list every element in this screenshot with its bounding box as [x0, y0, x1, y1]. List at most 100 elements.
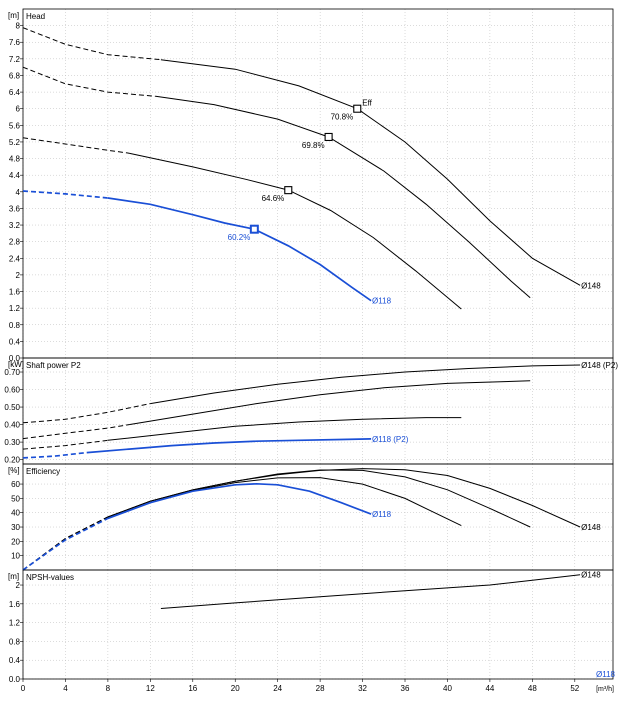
x-tick-label: 12	[146, 684, 155, 693]
x-axis-unit: [m³/h]	[596, 686, 614, 693]
curve-line	[160, 59, 581, 286]
curve-dashed	[22, 517, 109, 571]
y-tick-label: 0.60	[4, 386, 20, 395]
bep-label: 60.2%	[228, 233, 251, 242]
curve-dashed	[22, 190, 108, 199]
x-tick-label: 48	[528, 684, 537, 693]
curve-line	[107, 469, 531, 528]
y-tick-label: 6.4	[9, 88, 21, 97]
curve-dashed	[22, 424, 130, 440]
y-tick-label: 3.2	[9, 221, 21, 230]
curve-line	[107, 482, 372, 520]
y-tick-label: 1.6	[9, 600, 21, 609]
curve-dashed	[22, 137, 130, 154]
bep-marker	[284, 186, 293, 195]
y-tick-label: 2	[16, 581, 21, 590]
panel-unit: [%]	[8, 466, 20, 475]
x-tick-label: 20	[231, 684, 240, 693]
x-tick-label: 0	[21, 684, 26, 693]
y-tick-label: 2	[16, 271, 21, 280]
curve-label: Ø148	[581, 571, 601, 580]
y-tick-label: 4.4	[9, 171, 21, 180]
panel-unit: [m]	[8, 11, 19, 20]
panel-frame	[22, 8, 614, 359]
y-tick-label: 0.20	[4, 456, 20, 465]
y-tick-label: 30	[11, 523, 20, 532]
curve-line	[86, 438, 372, 454]
y-tick-label: 0.4	[9, 656, 21, 665]
curve-dashed	[22, 403, 151, 424]
panel-frame	[22, 569, 614, 680]
curve-label: Ø118	[372, 510, 392, 519]
y-tick-label: 6	[16, 105, 21, 114]
panel-title: Efficiency	[26, 467, 60, 476]
y-tick-label: 6.8	[9, 71, 21, 80]
curve-line	[107, 197, 372, 302]
y-tick-label: 0.70	[4, 368, 20, 377]
curve-dashed	[22, 451, 87, 459]
y-tick-label: 7.2	[9, 55, 21, 64]
curve-label: Ø118	[596, 670, 616, 679]
curve-label: Ø118 (P2)	[372, 435, 409, 444]
curve-line	[160, 574, 581, 609]
curve-label: Ø118	[372, 297, 392, 306]
curve-dashed	[22, 27, 161, 61]
y-tick-label: 7.6	[9, 38, 21, 47]
y-tick-label: 40	[11, 509, 20, 518]
y-tick-label: 0.30	[4, 438, 20, 447]
x-tick-label: 32	[358, 684, 367, 693]
bep-marker	[353, 104, 362, 113]
y-tick-label: 1.6	[9, 288, 21, 297]
y-tick-label: 4	[16, 188, 21, 197]
panel-title: Shaft power P2	[26, 361, 81, 370]
bep-marker	[324, 132, 333, 142]
y-tick-label: 4.8	[9, 155, 21, 164]
x-tick-label: 24	[273, 684, 282, 693]
y-tick-label: 0.0	[9, 354, 21, 363]
y-tick-label: 1.2	[9, 304, 21, 313]
panel-title: Head	[26, 12, 45, 21]
x-tick-label: 28	[316, 684, 325, 693]
y-tick-label: 0.8	[9, 321, 21, 330]
y-tick-label: 20	[11, 537, 20, 546]
y-tick-label: 10	[11, 552, 20, 561]
x-tick-label: 44	[485, 684, 494, 693]
y-tick-label: 0.0	[9, 675, 21, 684]
y-tick-label: 5.6	[9, 121, 21, 130]
x-tick-label: 16	[188, 684, 197, 693]
curve-line	[107, 417, 462, 441]
curve-dashed	[22, 66, 156, 97]
curve-label: Ø148	[581, 281, 601, 290]
curve-line	[129, 380, 531, 426]
y-tick-label: 0.4	[9, 337, 21, 346]
y-tick-label: 0.8	[9, 637, 21, 646]
annotation-label: Eff	[362, 99, 372, 108]
curve-line	[107, 468, 581, 528]
x-tick-label: 8	[106, 684, 111, 693]
y-tick-label: 50	[11, 494, 20, 503]
x-tick-label: 52	[570, 684, 579, 693]
curve-dashed	[22, 439, 108, 450]
panel-title: NPSH-values	[26, 573, 74, 582]
curve-line	[107, 477, 462, 527]
bep-label: 69.8%	[302, 141, 325, 150]
y-tick-label: 5.2	[9, 138, 21, 147]
bep-label: 70.8%	[331, 113, 354, 122]
y-tick-label: 3.6	[9, 204, 21, 213]
y-tick-label: 1.2	[9, 619, 21, 628]
y-tick-label: 8	[16, 22, 21, 31]
curve-label: Ø148 (P2)	[581, 361, 618, 370]
curve-line	[155, 95, 531, 299]
bep-label: 64.6%	[262, 194, 285, 203]
y-tick-label: 60	[11, 480, 20, 489]
x-tick-label: 36	[401, 684, 410, 693]
y-tick-label: 2.8	[9, 238, 21, 247]
y-tick-label: 0.50	[4, 403, 20, 412]
bep-marker	[249, 224, 259, 234]
x-tick-label: 4	[63, 684, 68, 693]
panel-unit: [m]	[8, 572, 19, 581]
panel-unit: [kW]	[8, 360, 24, 369]
curve-line	[128, 152, 462, 310]
curve-label: Ø148	[581, 523, 601, 532]
